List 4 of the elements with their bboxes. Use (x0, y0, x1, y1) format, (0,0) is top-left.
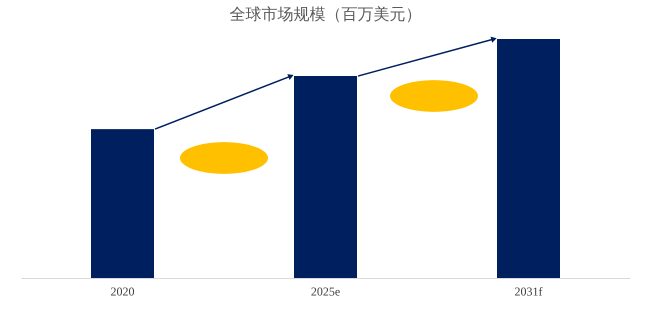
x-tick-label: 2020 (110, 284, 134, 298)
chart-title: 全球市场规模（百万美元） (230, 4, 422, 24)
x-tick-label: 2031f (514, 284, 542, 298)
x-tick-label: 2025e (310, 284, 340, 298)
